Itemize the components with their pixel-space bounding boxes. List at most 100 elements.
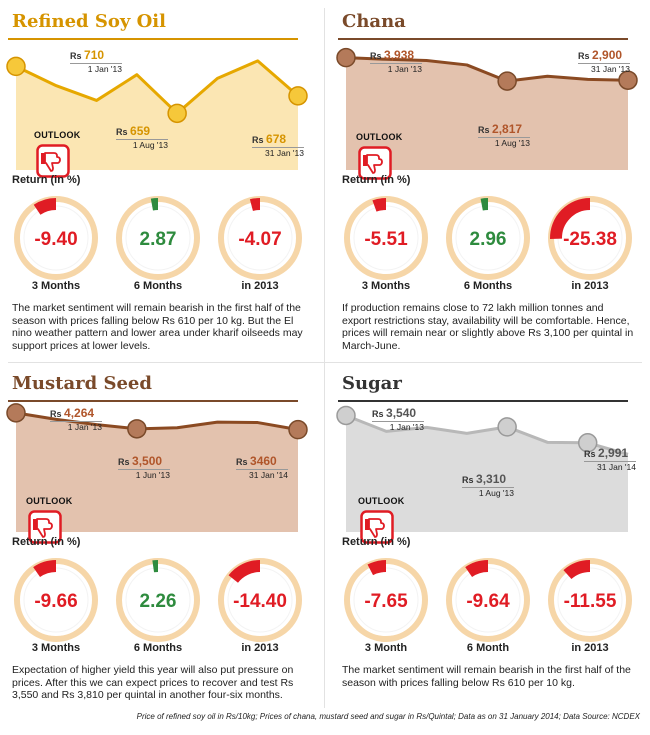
thumbs-down-icon: [358, 146, 392, 180]
return-donut-2: -11.55: [548, 558, 632, 642]
label-rule: [236, 469, 288, 470]
return-wedge: [550, 198, 591, 240]
donut-center: [29, 573, 83, 627]
label-rule: [584, 461, 636, 462]
return-value: -9.40: [34, 229, 77, 250]
donut-center: [461, 211, 515, 265]
return-donut-1: -9.64: [446, 558, 530, 642]
price-marker: [6, 56, 26, 77]
price-date: 1 Aug '13: [494, 138, 530, 148]
price-area: [346, 415, 628, 532]
return-value: -25.38: [563, 229, 617, 250]
price-date: 1 Jan '13: [87, 64, 122, 74]
currency-prefix: Rs: [578, 51, 593, 61]
return-period-label: 6 Months: [133, 642, 183, 654]
label-rule: [116, 139, 168, 140]
label-rule: [50, 421, 102, 422]
price-date: 1 Jun '13: [135, 470, 170, 480]
return-donut-2: -25.38: [548, 196, 632, 280]
donut-center: [359, 211, 413, 265]
return-value: 2.96: [470, 229, 507, 250]
currency-prefix: Rs: [370, 51, 385, 61]
returns-title: Return (in %): [342, 174, 411, 186]
price-number: 3460: [250, 454, 277, 468]
return-period-label: in 2013: [241, 280, 279, 292]
price-line: [15, 59, 299, 115]
returns-title: Return (in %): [342, 536, 411, 548]
currency-prefix: Rs: [118, 457, 133, 467]
price-marker: [6, 403, 26, 423]
thumbs-down-icon: [360, 510, 394, 544]
currency-prefix: Rs: [462, 475, 477, 485]
return-wedge: [33, 560, 57, 578]
return-period-label: 3 Months: [31, 280, 81, 292]
price-marker: [577, 433, 598, 453]
price-label-1: Rs 659 1 Aug '13: [116, 124, 168, 150]
returns-title: Return (in %): [12, 536, 81, 548]
label-rule: [478, 137, 530, 138]
price-label-2: Rs 2,991 31 Jan '14: [584, 446, 636, 472]
price-label-2: Rs 678 31 Jan '13: [252, 132, 304, 158]
return-period-label: 3 Month: [364, 642, 408, 654]
return-wedge: [33, 198, 57, 215]
footnote: Price of refined soy oil in Rs/10kg; Pri…: [136, 712, 640, 721]
price-number: 3,540: [386, 406, 417, 420]
price-date: 31 Jan '13: [591, 64, 630, 74]
currency-prefix: Rs: [478, 125, 493, 135]
price-number: 3,938: [384, 48, 415, 62]
donut-center: [563, 211, 617, 265]
returns-donuts: -5.51 2.96 -25.38: [344, 196, 632, 280]
return-value: 2.26: [140, 591, 177, 612]
returns-donuts: -9.40 2.87 -4.07: [14, 196, 302, 280]
return-donut-0: -5.51: [344, 196, 428, 280]
outlook-label: OUTLOOK: [356, 132, 403, 142]
price-number: 2,817: [492, 122, 523, 136]
donut-center: [131, 211, 185, 265]
currency-prefix: Rs: [372, 409, 387, 419]
donut-ring: [116, 558, 200, 642]
title-rule: [8, 400, 298, 402]
panel-description: Expectation of higher yield this year wi…: [12, 664, 294, 701]
panel-title: Sugar: [342, 373, 402, 394]
return-wedge: [465, 560, 489, 578]
return-value: 2.87: [140, 229, 177, 250]
price-date: 31 Jan '13: [265, 148, 304, 158]
price-number: 3,310: [476, 472, 507, 486]
price-date: 1 Jan '13: [387, 64, 422, 74]
return-value: -4.07: [238, 229, 281, 250]
panel-mustard-seed: Mustard Seed Rs 4,264 1 Jan '13 Rs 3,500 1 J…: [6, 370, 313, 720]
return-donut-0: -9.66: [14, 558, 98, 642]
price-marker: [127, 419, 147, 439]
price-value: Rs 3,938: [370, 48, 422, 62]
price-label-1: Rs 2,817 1 Aug '13: [478, 122, 530, 148]
price-label-0: Rs 3,938 1 Jan '13: [370, 48, 422, 74]
donut-center: [233, 211, 287, 265]
returns-donuts: -7.65 -9.64 -11.55: [344, 558, 632, 642]
currency-prefix: Rs: [236, 457, 251, 467]
outlook-label: OUTLOOK: [26, 496, 73, 506]
donut-center: [131, 573, 185, 627]
panel-description: If production remains close to 72 lakh m…: [342, 302, 634, 352]
price-chart: [6, 403, 308, 532]
price-area: [346, 57, 628, 170]
return-wedge: [228, 560, 261, 583]
thumbs-down-icon: [28, 510, 62, 544]
price-number: 659: [130, 124, 151, 138]
price-date: 31 Jan '14: [597, 462, 636, 472]
returns-title: Return (in %): [12, 174, 81, 186]
return-wedge: [480, 198, 489, 211]
currency-prefix: Rs: [252, 135, 267, 145]
thumbs-down-icon: [36, 144, 70, 178]
panel-sugar: Sugar Rs 3,540 1 Jan '13 Rs 3,310 1 Aug '13 R…: [336, 370, 643, 720]
price-marker: [497, 71, 517, 91]
price-number: 3,500: [132, 454, 163, 468]
return-period-label: 6 Months: [463, 280, 513, 292]
price-label-0: Rs 4,264 1 Jan '13: [50, 406, 102, 432]
panel-description: The market sentiment will remain bearish…: [342, 664, 631, 689]
price-chart: [336, 47, 638, 170]
price-value: Rs 4,264: [50, 406, 102, 420]
price-value: Rs 2,900: [578, 48, 630, 62]
donut-center: [233, 573, 287, 627]
panel-title: Refined Soy Oil: [12, 11, 166, 32]
price-value: Rs 678: [252, 132, 304, 146]
